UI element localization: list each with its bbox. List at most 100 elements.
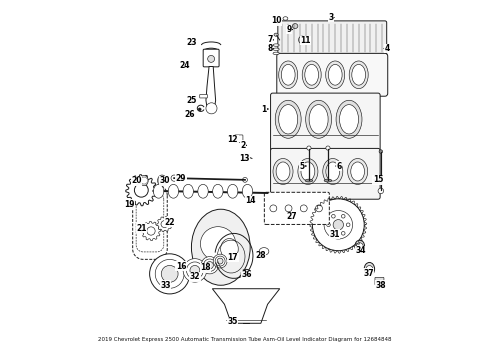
Circle shape: [206, 103, 217, 114]
Ellipse shape: [259, 248, 269, 255]
Ellipse shape: [273, 44, 279, 46]
Circle shape: [270, 205, 277, 212]
Text: 34: 34: [356, 246, 366, 255]
Text: 25: 25: [186, 96, 196, 105]
Text: 35: 35: [228, 317, 238, 326]
Ellipse shape: [298, 36, 305, 44]
Ellipse shape: [328, 64, 342, 85]
Ellipse shape: [198, 184, 208, 198]
Polygon shape: [206, 67, 216, 109]
Circle shape: [141, 177, 147, 184]
Ellipse shape: [351, 162, 365, 181]
Text: 30: 30: [160, 176, 170, 185]
Circle shape: [213, 254, 227, 268]
Ellipse shape: [192, 209, 250, 285]
Circle shape: [379, 150, 383, 153]
Ellipse shape: [168, 184, 178, 198]
Ellipse shape: [220, 239, 238, 260]
Ellipse shape: [275, 100, 301, 138]
Ellipse shape: [326, 162, 340, 181]
Circle shape: [149, 254, 190, 294]
Ellipse shape: [326, 61, 344, 89]
Circle shape: [186, 262, 203, 279]
Text: 10: 10: [271, 17, 281, 26]
Text: 26: 26: [184, 110, 195, 119]
FancyBboxPatch shape: [278, 21, 387, 57]
FancyBboxPatch shape: [200, 94, 207, 98]
FancyBboxPatch shape: [277, 53, 388, 96]
Circle shape: [300, 205, 307, 212]
Circle shape: [285, 205, 292, 212]
Ellipse shape: [153, 184, 164, 198]
FancyBboxPatch shape: [203, 49, 219, 67]
Ellipse shape: [302, 61, 321, 89]
Ellipse shape: [324, 179, 332, 182]
Circle shape: [161, 265, 178, 282]
Text: 2: 2: [241, 141, 246, 150]
Ellipse shape: [352, 64, 366, 85]
FancyBboxPatch shape: [375, 277, 384, 285]
Circle shape: [327, 223, 330, 226]
Text: 27: 27: [286, 212, 297, 221]
Text: 8: 8: [268, 44, 273, 53]
Ellipse shape: [301, 162, 315, 181]
Ellipse shape: [340, 105, 359, 134]
Text: 9: 9: [287, 25, 292, 34]
Circle shape: [326, 146, 330, 150]
Text: 36: 36: [242, 270, 252, 279]
Text: 29: 29: [176, 174, 186, 183]
Circle shape: [217, 258, 223, 264]
Ellipse shape: [305, 64, 318, 85]
Circle shape: [332, 231, 335, 235]
Ellipse shape: [279, 61, 298, 89]
Ellipse shape: [273, 48, 279, 50]
FancyBboxPatch shape: [235, 135, 243, 143]
Text: 20: 20: [131, 176, 142, 185]
Circle shape: [215, 256, 225, 266]
Circle shape: [183, 258, 207, 282]
Text: 24: 24: [179, 61, 190, 70]
Ellipse shape: [293, 24, 298, 28]
Text: 7: 7: [268, 35, 273, 44]
Ellipse shape: [276, 162, 290, 181]
FancyBboxPatch shape: [270, 148, 380, 199]
Circle shape: [158, 177, 166, 184]
Ellipse shape: [227, 184, 238, 198]
Ellipse shape: [349, 61, 368, 89]
Ellipse shape: [281, 64, 295, 85]
Ellipse shape: [323, 158, 343, 184]
Circle shape: [206, 262, 213, 269]
Ellipse shape: [242, 184, 253, 198]
Text: 31: 31: [330, 230, 340, 239]
Ellipse shape: [306, 100, 332, 138]
Circle shape: [356, 243, 363, 250]
Ellipse shape: [298, 158, 318, 184]
Text: 3: 3: [328, 13, 333, 22]
Circle shape: [378, 188, 384, 194]
Ellipse shape: [283, 17, 288, 20]
Circle shape: [342, 215, 345, 218]
Text: 19: 19: [124, 199, 134, 208]
Polygon shape: [126, 175, 157, 206]
Circle shape: [208, 55, 215, 62]
Ellipse shape: [200, 227, 236, 261]
Polygon shape: [157, 217, 172, 231]
Text: 14: 14: [245, 196, 255, 205]
Circle shape: [243, 177, 247, 182]
Text: 18: 18: [200, 264, 211, 273]
Ellipse shape: [309, 105, 328, 134]
Circle shape: [203, 259, 216, 271]
Text: 38: 38: [375, 281, 386, 290]
Circle shape: [324, 211, 353, 239]
Polygon shape: [141, 221, 161, 241]
Circle shape: [366, 266, 373, 273]
Ellipse shape: [273, 158, 293, 184]
Text: 33: 33: [160, 281, 171, 290]
Ellipse shape: [140, 175, 148, 186]
Ellipse shape: [241, 269, 251, 277]
Circle shape: [332, 215, 335, 218]
Text: 37: 37: [364, 269, 374, 278]
Circle shape: [333, 220, 343, 230]
Circle shape: [155, 260, 184, 288]
Text: 11: 11: [300, 36, 311, 45]
